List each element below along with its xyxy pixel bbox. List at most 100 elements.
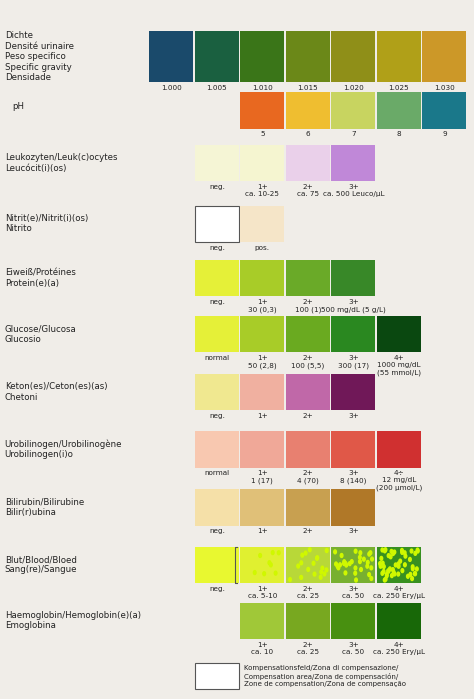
Text: 7: 7 bbox=[351, 131, 356, 138]
Circle shape bbox=[389, 555, 392, 559]
Circle shape bbox=[336, 564, 339, 568]
Text: 1.010: 1.010 bbox=[252, 85, 273, 91]
Text: 2+
100 (1): 2+ 100 (1) bbox=[295, 299, 321, 312]
Circle shape bbox=[384, 577, 387, 581]
Text: 1+
ca. 5-10: 1+ ca. 5-10 bbox=[248, 586, 277, 599]
Circle shape bbox=[289, 577, 292, 582]
Bar bbox=[422, 92, 466, 129]
Circle shape bbox=[411, 567, 414, 571]
Text: Eiweiß/Protéines
Protein(e)(a): Eiweiß/Protéines Protein(e)(a) bbox=[5, 268, 76, 288]
Text: 4+
1000 mg/dL
(55 mmol/L): 4+ 1000 mg/dL (55 mmol/L) bbox=[377, 355, 421, 375]
Circle shape bbox=[401, 569, 404, 572]
Circle shape bbox=[404, 554, 407, 558]
Text: Bilirubin/Bilirubine
Bilir(r)ubina: Bilirubin/Bilirubine Bilir(r)ubina bbox=[5, 498, 84, 517]
Bar bbox=[195, 206, 239, 242]
Circle shape bbox=[417, 549, 419, 553]
Circle shape bbox=[409, 558, 411, 561]
Circle shape bbox=[313, 572, 316, 576]
Bar bbox=[331, 316, 375, 352]
Text: 2+
ca. 25: 2+ ca. 25 bbox=[297, 642, 319, 655]
Circle shape bbox=[401, 550, 403, 554]
Text: 3+
ca. 500 Leuco/µL: 3+ ca. 500 Leuco/µL bbox=[323, 184, 384, 197]
Circle shape bbox=[259, 554, 262, 557]
Circle shape bbox=[343, 561, 346, 565]
Text: normal: normal bbox=[204, 355, 229, 361]
Circle shape bbox=[270, 563, 272, 567]
Bar bbox=[377, 92, 421, 129]
Circle shape bbox=[337, 566, 340, 570]
Circle shape bbox=[344, 561, 347, 565]
Bar bbox=[240, 547, 284, 583]
Bar bbox=[195, 547, 239, 583]
Text: 4+
ca. 250 Ery/µL: 4+ ca. 250 Ery/µL bbox=[373, 642, 425, 655]
Circle shape bbox=[274, 571, 277, 575]
Circle shape bbox=[383, 549, 386, 553]
Circle shape bbox=[416, 567, 418, 571]
Circle shape bbox=[385, 574, 388, 578]
Text: neg.: neg. bbox=[209, 413, 225, 419]
Text: normal: normal bbox=[204, 470, 229, 477]
Circle shape bbox=[392, 552, 394, 556]
Circle shape bbox=[414, 572, 417, 576]
Text: 9: 9 bbox=[442, 131, 447, 138]
Circle shape bbox=[383, 578, 386, 582]
Text: 3+: 3+ bbox=[348, 528, 359, 535]
Text: 2+
4 (70): 2+ 4 (70) bbox=[297, 470, 319, 484]
Bar bbox=[377, 547, 421, 583]
Bar bbox=[240, 206, 284, 242]
Text: 1+
ca. 10: 1+ ca. 10 bbox=[251, 642, 273, 655]
Text: 3+
300 (17): 3+ 300 (17) bbox=[338, 355, 369, 368]
Circle shape bbox=[399, 559, 401, 563]
Bar bbox=[331, 260, 375, 296]
Text: 3+
ca. 50: 3+ ca. 50 bbox=[342, 586, 365, 599]
Text: 1+
50 (2,8): 1+ 50 (2,8) bbox=[248, 355, 277, 368]
Text: Keton(es)/Ceton(es)(as)
Chetoni: Keton(es)/Ceton(es)(as) Chetoni bbox=[5, 382, 107, 402]
Circle shape bbox=[390, 549, 393, 554]
Text: 1.015: 1.015 bbox=[298, 85, 318, 91]
Bar bbox=[240, 260, 284, 296]
Circle shape bbox=[297, 564, 300, 568]
Circle shape bbox=[384, 548, 387, 552]
Text: neg.: neg. bbox=[209, 245, 225, 251]
Circle shape bbox=[392, 570, 395, 574]
Bar bbox=[240, 603, 284, 639]
Bar bbox=[286, 374, 330, 410]
Circle shape bbox=[387, 569, 390, 573]
Circle shape bbox=[343, 560, 346, 563]
Circle shape bbox=[380, 556, 383, 561]
Text: 1.020: 1.020 bbox=[343, 85, 364, 91]
Text: 4÷
12 mg/dL
(200 µmol/L): 4÷ 12 mg/dL (200 µmol/L) bbox=[376, 470, 422, 491]
Circle shape bbox=[393, 550, 396, 554]
Text: 1+
1 (17): 1+ 1 (17) bbox=[252, 470, 273, 484]
Circle shape bbox=[334, 550, 337, 554]
Bar bbox=[286, 31, 330, 82]
Text: 3+
ca. 50: 3+ ca. 50 bbox=[342, 642, 365, 655]
Bar bbox=[377, 31, 421, 82]
Circle shape bbox=[379, 564, 382, 568]
Text: 1.025: 1.025 bbox=[389, 85, 409, 91]
Circle shape bbox=[300, 575, 302, 579]
Text: 3+: 3+ bbox=[348, 413, 359, 419]
Circle shape bbox=[370, 577, 373, 580]
Circle shape bbox=[391, 574, 393, 577]
Text: 2+: 2+ bbox=[302, 413, 313, 419]
Bar bbox=[286, 489, 330, 526]
Text: 4+
ca. 250 Ery/µL: 4+ ca. 250 Ery/µL bbox=[373, 586, 425, 599]
Bar bbox=[331, 145, 375, 181]
Bar bbox=[331, 603, 375, 639]
Text: Haemoglobin/Hemoglobin(e)(a)
Emoglobina: Haemoglobin/Hemoglobin(e)(a) Emoglobina bbox=[5, 611, 141, 630]
Text: 1+: 1+ bbox=[257, 413, 268, 419]
Circle shape bbox=[413, 572, 416, 575]
Circle shape bbox=[325, 549, 328, 552]
Circle shape bbox=[389, 567, 391, 571]
Circle shape bbox=[323, 572, 326, 576]
Circle shape bbox=[369, 551, 372, 555]
Circle shape bbox=[359, 551, 362, 555]
Circle shape bbox=[339, 563, 341, 567]
Circle shape bbox=[263, 572, 265, 576]
Text: Dichte
Densité urinaire
Peso specifico
Specific gravity
Densidade: Dichte Densité urinaire Peso specifico S… bbox=[5, 31, 74, 82]
Circle shape bbox=[381, 548, 383, 552]
Bar bbox=[331, 374, 375, 410]
Circle shape bbox=[307, 568, 310, 571]
Text: 1+
ca. 10-25: 1+ ca. 10-25 bbox=[246, 184, 279, 197]
